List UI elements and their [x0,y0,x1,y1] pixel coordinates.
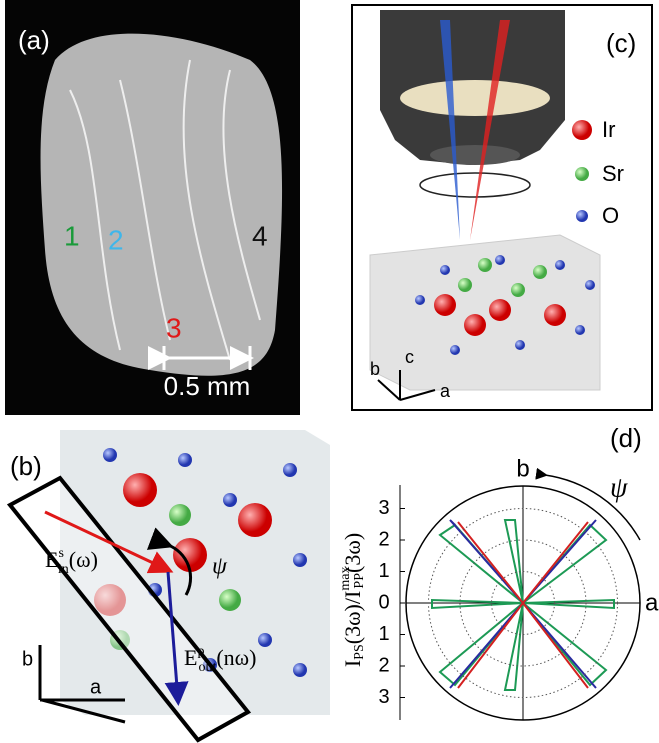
legend-marker [576,210,588,222]
y-axis-label: IPS(3ω)/ImaxPP(3ω) [338,533,367,667]
legend-label: Sr [602,161,624,186]
panel-label: (a) [18,25,50,55]
mirror [400,80,550,116]
sample [41,34,283,376]
region-label: 1 [64,220,80,251]
argument: (ω) [69,547,98,572]
axis-label: c [405,347,414,367]
superscript: s [58,546,63,561]
y-tick-label: 3 [378,497,389,519]
axis-label: b [516,455,529,482]
region-label: 4 [252,220,268,251]
region-label: 3 [166,312,182,343]
panel-label: (c) [606,28,636,58]
angle-label: ψ [610,472,628,503]
label-text: (3ω) [340,533,365,573]
y-tick-label: 1 [378,623,389,645]
axis-label: a [645,589,659,616]
y-tick-label: 0 [378,591,389,613]
label-text: (3ω)/I [340,591,365,645]
axis-label: a [440,381,451,401]
panel-c: (c) Ir Sr O b c a [352,5,652,410]
subscript: in [58,562,69,577]
symbol: I [340,660,365,667]
lens [430,145,520,165]
panel-a: (a) 1 2 3 4 0.5 mm [5,0,300,415]
subscript: out [198,660,216,675]
superscript: p [197,644,204,659]
legend-label: O [602,203,619,228]
symbol: E [184,645,197,670]
y-tick-label: 3 [378,686,389,708]
axis-label: b [22,648,33,670]
axis-label: b [370,359,380,379]
figure: (a) 1 2 3 4 0.5 mm (c) Ir Sr O b c a [0,0,659,743]
region-label: 2 [108,224,124,255]
y-tick-label: 1 [378,560,389,582]
subscript: PP [352,573,367,589]
scale-label: 0.5 mm [164,371,251,401]
y-tick-label: 2 [378,528,389,550]
subscript: PS [352,644,367,660]
legend-marker [572,120,592,140]
axis-label: a [90,676,102,698]
symbol: E [45,547,58,572]
panel-label: (d) [610,423,642,453]
legend-marker [575,167,589,181]
legend-label: Ir [602,117,615,142]
angle-label: ψ [212,554,228,580]
argument: (nω) [216,645,256,670]
y-tick-label: 2 [378,654,389,676]
panel-label: (b) [10,451,42,481]
